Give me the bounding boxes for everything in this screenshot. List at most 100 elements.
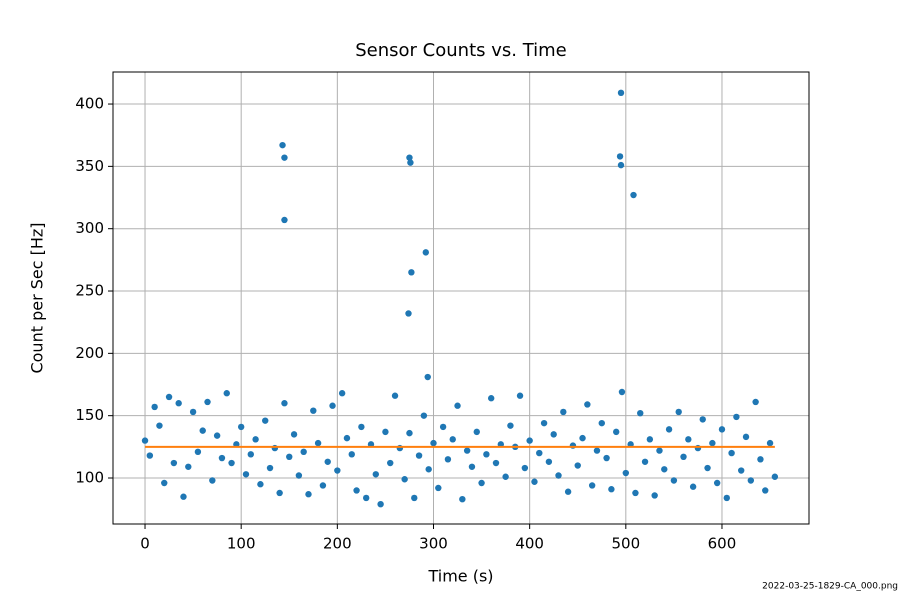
chart-title: Sensor Counts vs. Time	[355, 40, 567, 61]
x-tick-label: 600	[708, 535, 737, 553]
point	[439, 423, 447, 431]
point	[382, 428, 389, 436]
point	[408, 269, 415, 276]
point	[362, 494, 370, 502]
point	[180, 493, 187, 500]
point	[723, 494, 730, 502]
point	[281, 400, 288, 407]
x-tick-label: 300	[419, 535, 448, 553]
x-tick-label: 400	[515, 535, 544, 553]
point	[516, 392, 524, 399]
point	[300, 448, 307, 456]
point	[689, 483, 697, 490]
point	[738, 467, 745, 474]
point	[194, 448, 202, 456]
point	[391, 392, 399, 399]
point	[478, 479, 485, 487]
x-tick-label: 0	[140, 535, 150, 553]
point	[718, 426, 726, 433]
point	[175, 400, 182, 407]
point	[218, 454, 226, 462]
point	[422, 249, 430, 256]
point	[314, 439, 322, 447]
point	[405, 310, 412, 317]
point	[661, 466, 668, 473]
point	[531, 478, 538, 485]
point	[598, 419, 605, 427]
point	[242, 471, 250, 478]
point	[348, 451, 355, 458]
y-tick-label: 150	[75, 406, 104, 424]
point	[449, 436, 456, 443]
point	[630, 191, 637, 199]
footnote: 2022-03-25-1829-CA_000.png	[762, 582, 898, 592]
point	[454, 402, 461, 409]
point	[593, 447, 601, 454]
point	[616, 153, 624, 160]
point	[430, 439, 437, 447]
point	[536, 449, 543, 457]
point	[603, 454, 610, 462]
point	[286, 453, 293, 461]
y-tick-label: 100	[75, 469, 104, 487]
point	[742, 433, 750, 441]
point	[281, 154, 288, 161]
y-tick-label: 200	[75, 344, 104, 362]
point	[502, 473, 509, 480]
point	[618, 388, 626, 396]
point	[728, 449, 735, 457]
point	[762, 487, 769, 494]
point	[545, 458, 553, 465]
point	[641, 458, 649, 465]
point	[295, 472, 303, 479]
point	[656, 447, 663, 454]
point	[632, 489, 639, 497]
point	[141, 437, 149, 444]
point	[156, 422, 163, 429]
point	[353, 487, 360, 494]
point	[319, 482, 327, 489]
point	[771, 473, 779, 480]
point	[680, 453, 687, 461]
point	[555, 472, 562, 479]
point	[279, 141, 286, 149]
point	[146, 452, 154, 459]
point	[459, 495, 466, 503]
point	[324, 458, 331, 465]
point	[608, 486, 615, 493]
x-tick-label: 500	[611, 535, 640, 553]
point	[704, 464, 711, 472]
point	[699, 416, 706, 423]
point	[617, 161, 625, 169]
point	[305, 491, 312, 498]
point	[407, 159, 414, 166]
y-tick-label: 400	[75, 95, 104, 113]
point	[189, 408, 197, 416]
point	[406, 429, 413, 437]
point	[521, 464, 529, 472]
point	[564, 488, 572, 495]
point	[424, 373, 431, 381]
point	[675, 408, 682, 416]
point	[151, 403, 158, 411]
point	[665, 426, 673, 433]
point	[709, 439, 716, 447]
point	[170, 459, 178, 467]
point	[526, 437, 533, 444]
point	[613, 428, 620, 436]
point	[617, 89, 625, 97]
point	[247, 451, 254, 458]
point	[237, 423, 245, 431]
point	[574, 462, 581, 469]
point	[290, 431, 298, 438]
point	[637, 409, 644, 417]
point	[199, 427, 206, 434]
point	[670, 477, 678, 484]
point	[651, 492, 658, 499]
x-tick-label: 200	[323, 535, 352, 553]
point	[411, 494, 418, 502]
point	[401, 476, 408, 483]
point	[752, 398, 759, 406]
point	[329, 402, 336, 409]
